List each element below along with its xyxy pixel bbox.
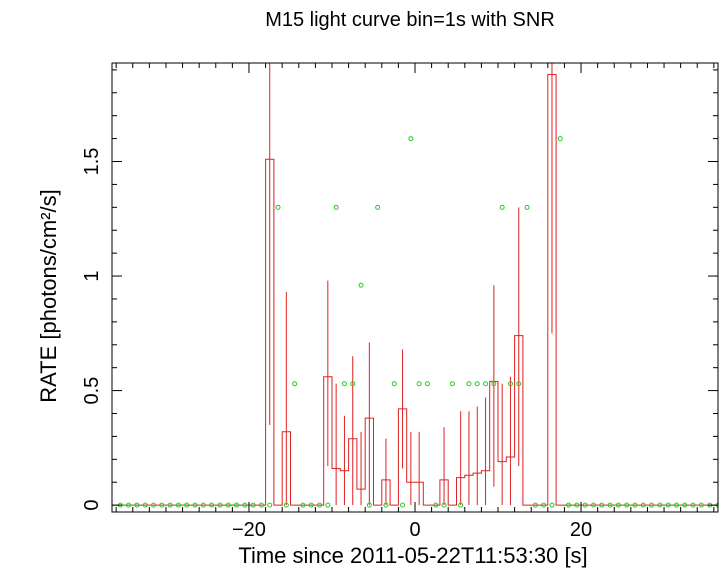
snr-point-47 <box>507 381 513 387</box>
snr-point-18 <box>267 502 273 508</box>
snr-point-9 <box>192 502 198 508</box>
snr-point-64 <box>649 502 655 508</box>
snr-point-44 <box>483 381 489 387</box>
snr-point-67 <box>673 502 679 508</box>
snr-point-32 <box>383 502 389 508</box>
snr-point-40 <box>449 381 455 387</box>
snr-point-66 <box>665 502 671 508</box>
snr-point-4 <box>151 502 157 508</box>
snr-point-68 <box>682 502 688 508</box>
snr-point-19 <box>275 204 281 210</box>
snr-point-34 <box>400 502 406 508</box>
y-tick-label: 0.5 <box>81 377 103 405</box>
snr-point-11 <box>209 502 215 508</box>
snr-point-28 <box>350 381 356 387</box>
snr-point-70 <box>698 502 704 508</box>
snr-point-51 <box>541 502 547 508</box>
axis-ticks: −20 0 20 0 0.5 1 1.5 <box>81 63 718 541</box>
snr-point-14 <box>234 502 240 508</box>
snr-point-60 <box>615 502 621 508</box>
y-tick-label: 1 <box>81 270 103 281</box>
snr-point-20 <box>283 502 289 508</box>
snr-point-26 <box>333 204 339 210</box>
y-tick-label: 0 <box>81 500 103 511</box>
snr-point-22 <box>300 502 306 508</box>
snr-point-35 <box>408 136 414 142</box>
snr-point-21 <box>292 381 298 387</box>
snr-point-36 <box>416 381 422 387</box>
snr-point-2 <box>134 502 140 508</box>
snr-point-43 <box>474 381 480 387</box>
snr-point-41 <box>458 502 464 508</box>
snr-point-30 <box>366 502 372 508</box>
snr-point-61 <box>624 502 630 508</box>
plot-area <box>112 63 718 508</box>
y-axis-label: RATE [photons/cm²/s] <box>36 189 61 403</box>
snr-point-31 <box>375 204 381 210</box>
snr-point-42 <box>466 381 472 387</box>
chart-title: M15 light curve bin=1s with SNR <box>265 9 555 31</box>
snr-point-24 <box>317 502 323 508</box>
snr-point-17 <box>258 502 264 508</box>
snr-point-58 <box>599 502 605 508</box>
snr-point-49 <box>524 204 530 210</box>
snr-point-8 <box>184 502 190 508</box>
x-tick-label: 20 <box>570 519 592 541</box>
snr-point-50 <box>532 502 538 508</box>
snr-point-10 <box>200 502 206 508</box>
snr-point-25 <box>325 502 331 508</box>
x-axis-label: Time since 2011-05-22T11:53:30 [s] <box>238 543 587 568</box>
snr-point-48 <box>516 381 522 387</box>
snr-point-1 <box>126 502 132 508</box>
snr-point-5 <box>159 502 165 508</box>
snr-point-12 <box>217 502 223 508</box>
snr-point-33 <box>391 381 397 387</box>
snr-point-13 <box>225 502 231 508</box>
snr-point-56 <box>582 502 588 508</box>
plot-frame <box>111 62 719 513</box>
snr-point-63 <box>640 502 646 508</box>
snr-point-54 <box>566 502 572 508</box>
snr-point-6 <box>167 502 173 508</box>
snr-point-65 <box>657 502 663 508</box>
snr-point-53 <box>557 136 563 142</box>
snr-point-7 <box>175 502 181 508</box>
snr-point-52 <box>549 502 555 508</box>
x-tick-label: 0 <box>409 519 420 541</box>
snr-point-39 <box>441 502 447 508</box>
snr-point-16 <box>250 502 256 508</box>
snr-point-27 <box>341 381 347 387</box>
snr-point-15 <box>242 502 248 508</box>
snr-point-38 <box>433 502 439 508</box>
x-tick-label: −20 <box>232 519 266 541</box>
snr-point-59 <box>607 502 613 508</box>
snr-point-55 <box>574 502 580 508</box>
snr-point-29 <box>358 282 364 288</box>
y-tick-label: 1.5 <box>81 148 103 176</box>
snr-point-62 <box>632 502 638 508</box>
snr-point-69 <box>690 502 696 508</box>
snr-point-45 <box>491 381 497 387</box>
rate-step-line <box>112 74 718 506</box>
snr-point-57 <box>590 502 596 508</box>
snr-point-37 <box>424 381 430 387</box>
snr-point-46 <box>499 204 505 210</box>
snr-point-3 <box>142 502 148 508</box>
snr-point-23 <box>308 502 314 508</box>
